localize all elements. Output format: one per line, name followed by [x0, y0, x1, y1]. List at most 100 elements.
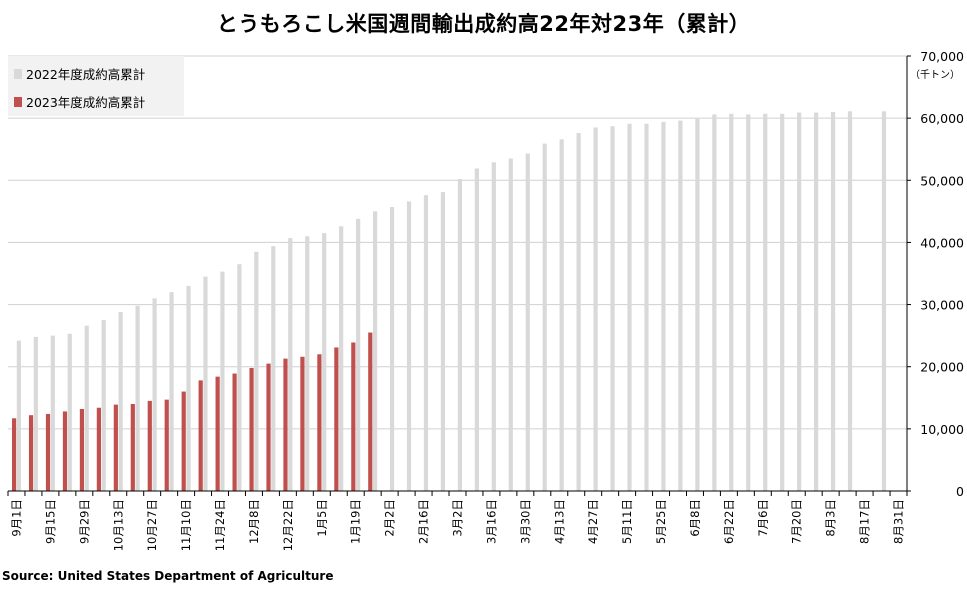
- bar-2022: [356, 218, 361, 492]
- bars: [11, 111, 887, 492]
- y-unit-label: （千トン）: [910, 69, 960, 81]
- bar-2022: [372, 211, 378, 491]
- x-tick-label: 2月2日: [383, 499, 397, 537]
- legend: 2022年度成約高累計 2023年度成約高累計: [8, 56, 184, 116]
- x-tick-label: 10月27日: [145, 499, 159, 551]
- bar-2022: [780, 113, 785, 492]
- x-tick-label: 6月22日: [722, 499, 736, 544]
- bar-2022: [881, 111, 887, 492]
- bar-2022: [440, 192, 446, 492]
- y-tick-label: 70,000: [920, 49, 964, 64]
- x-tick-label: 3月16日: [484, 499, 498, 544]
- bar-2023: [266, 363, 271, 491]
- bar-2022: [627, 123, 632, 491]
- bar-2022: [237, 264, 242, 491]
- bar-2022: [610, 126, 615, 491]
- bar-2022: [593, 127, 598, 491]
- bar-2022: [50, 335, 55, 491]
- x-tick-label: 11月10日: [179, 499, 193, 551]
- x-tick-label: 12月8日: [247, 499, 261, 544]
- bar-2022: [288, 238, 293, 491]
- bar-2022: [169, 292, 174, 491]
- bar-2022: [576, 133, 581, 492]
- x-tick-label: 4月27日: [586, 499, 600, 544]
- y-tick-label: 10,000: [920, 422, 964, 437]
- bar-2022: [305, 236, 310, 491]
- x-tick-label: 12月22日: [281, 499, 295, 551]
- legend-label-2022: 2022年度成約高累計: [26, 67, 146, 82]
- legend-item-2022: 2022年度成約高累計: [14, 64, 145, 83]
- bar-2022: [33, 336, 38, 491]
- x-tick-label: 10月13日: [111, 499, 125, 551]
- bar-2023: [351, 342, 356, 491]
- legend-swatch-2023: [14, 96, 22, 107]
- x-tick-label: 9月15日: [43, 499, 57, 544]
- bar-2022: [542, 143, 547, 491]
- x-tick-label: 7月6日: [756, 499, 770, 537]
- bar-2023: [62, 411, 68, 491]
- bar-2023: [28, 415, 34, 491]
- x-tick-label: 1月5日: [315, 499, 329, 537]
- bar-2022: [84, 325, 89, 491]
- x-tick-label: 1月19日: [349, 499, 363, 544]
- bar-2022: [746, 114, 751, 492]
- bar-2023: [300, 356, 305, 491]
- bar-2022: [508, 158, 513, 492]
- bar-2023: [96, 407, 101, 491]
- x-tick-label: 5月25日: [654, 499, 668, 544]
- legend-swatch-2022: [14, 68, 22, 79]
- x-tick-label: 9月29日: [77, 499, 91, 544]
- bar-2022: [186, 285, 191, 491]
- bar-2023: [249, 367, 254, 491]
- bar-2022: [847, 111, 853, 492]
- bar-2022: [389, 207, 395, 491]
- bar-2023: [283, 358, 288, 491]
- bar-2022: [152, 298, 157, 491]
- y-tick-label: 50,000: [920, 173, 964, 188]
- bar-2023: [45, 413, 51, 491]
- bar-2023: [11, 418, 17, 491]
- bar-2022: [203, 276, 208, 491]
- bar-2022: [101, 320, 106, 491]
- bar-2022: [322, 233, 327, 491]
- bar-2022: [525, 153, 530, 492]
- bar-2022: [644, 123, 649, 491]
- bar-2022: [254, 251, 259, 491]
- bar-2023: [147, 400, 152, 491]
- axes: [7, 55, 911, 496]
- x-tick-label: 3月30日: [518, 499, 532, 544]
- bar-2023: [79, 408, 85, 491]
- axis-labels: 0 10,000 20,000 30,000 40,000 50,000 60,000 70,…: [9, 49, 964, 551]
- bar-2022: [457, 179, 462, 492]
- bar-2022: [118, 312, 123, 491]
- x-tick-label: 8月17日: [858, 499, 872, 544]
- bar-2022: [491, 162, 496, 491]
- x-tick-label: 9月1日: [9, 499, 23, 537]
- bar-2022: [271, 246, 276, 491]
- bar-2022: [830, 111, 836, 491]
- y-tick-label: 20,000: [920, 360, 964, 375]
- x-tick-label: 6月8日: [688, 499, 702, 537]
- x-tick-label: 11月24日: [213, 499, 227, 551]
- bar-2022: [712, 114, 717, 492]
- bar-2022: [814, 112, 819, 492]
- bar-2023: [198, 380, 203, 491]
- x-tick-label: 7月20日: [790, 499, 804, 544]
- bar-2023: [334, 347, 339, 491]
- bar-2022: [135, 305, 140, 491]
- x-tick-label: 3月2日: [451, 499, 465, 537]
- bar-2023: [181, 391, 186, 491]
- chart-title: とうもろこし米国週間輸出成約高22年対23年（累計）: [216, 12, 751, 36]
- bar-2022: [406, 201, 412, 491]
- bar-2023: [113, 404, 118, 491]
- bar-2022: [423, 195, 429, 491]
- bar-2022: [797, 112, 802, 492]
- bar-2022: [695, 118, 700, 491]
- x-tick-label: 8月31日: [892, 499, 906, 544]
- gridlines: [8, 55, 907, 430]
- legend-item-2023: 2023年度成約高累計: [14, 92, 145, 111]
- bar-2022: [559, 139, 564, 491]
- y-tick-label: 60,000: [920, 111, 964, 126]
- bar-2022: [474, 168, 479, 491]
